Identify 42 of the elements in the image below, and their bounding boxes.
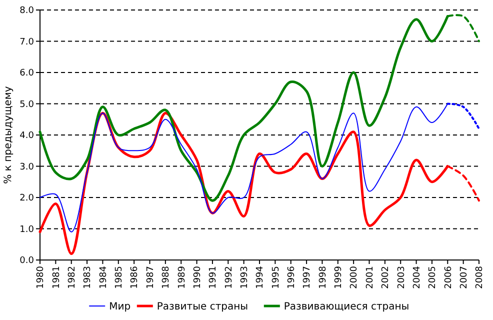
y-tick-label: 8.0 xyxy=(20,6,34,16)
x-tick-label: 2003 xyxy=(396,266,407,289)
x-tick-label: 1980 xyxy=(36,266,46,289)
x-tick-label: 2006 xyxy=(444,266,454,289)
x-tick-label: 2001 xyxy=(365,266,376,289)
x-tick-label: 1983 xyxy=(83,266,94,289)
y-tick-label: 2.0 xyxy=(20,194,34,204)
x-tick-label: 1997 xyxy=(302,266,313,289)
x-tick-label: 2004 xyxy=(412,266,422,289)
y-tick-label: 0.0 xyxy=(20,256,34,266)
x-tick-label: 1989 xyxy=(177,266,188,289)
y-tick-label: 3.0 xyxy=(20,162,34,172)
legend-label: Развитые страны xyxy=(156,302,248,312)
x-tick-label: 1988 xyxy=(162,266,172,289)
x-tick-label: 1992 xyxy=(224,266,234,289)
x-tick-label: 1990 xyxy=(192,266,203,289)
y-tick-label: 4.0 xyxy=(20,131,34,142)
x-tick-label: 1996 xyxy=(287,266,298,289)
x-tick-label: 1984 xyxy=(98,266,109,289)
y-tick-label: 1.0 xyxy=(20,224,34,235)
legend-label: Мир xyxy=(109,302,131,312)
x-tick-label: 1994 xyxy=(256,266,266,289)
x-tick-label: 1981 xyxy=(52,266,62,289)
x-tick-label: 1991 xyxy=(208,266,219,289)
x-tick-label: 2000 xyxy=(350,266,360,289)
x-tick-label: 1985 xyxy=(114,266,125,289)
y-tick-label: 7.0 xyxy=(20,37,34,48)
x-tick-label: 1993 xyxy=(240,266,250,289)
x-tick-label: 1999 xyxy=(334,266,344,289)
y-axis-title: % к предыдущему xyxy=(3,86,14,184)
y-tick-label: 6.0 xyxy=(20,68,34,79)
x-tick-label: 1987 xyxy=(146,266,156,289)
x-tick-label: 1982 xyxy=(68,266,78,289)
x-tick-label: 2005 xyxy=(428,266,438,289)
y-tick-label: 5.0 xyxy=(20,100,34,110)
x-tick-label: 1995 xyxy=(271,266,282,289)
x-tick-label: 1998 xyxy=(318,266,328,289)
x-tick-label: 2007 xyxy=(459,266,470,289)
x-tick-label: 2008 xyxy=(475,266,486,289)
x-tick-label: 2002 xyxy=(381,266,392,289)
x-tick-label: 1986 xyxy=(130,266,140,289)
legend-label: Развивающиеся страны xyxy=(284,302,410,312)
